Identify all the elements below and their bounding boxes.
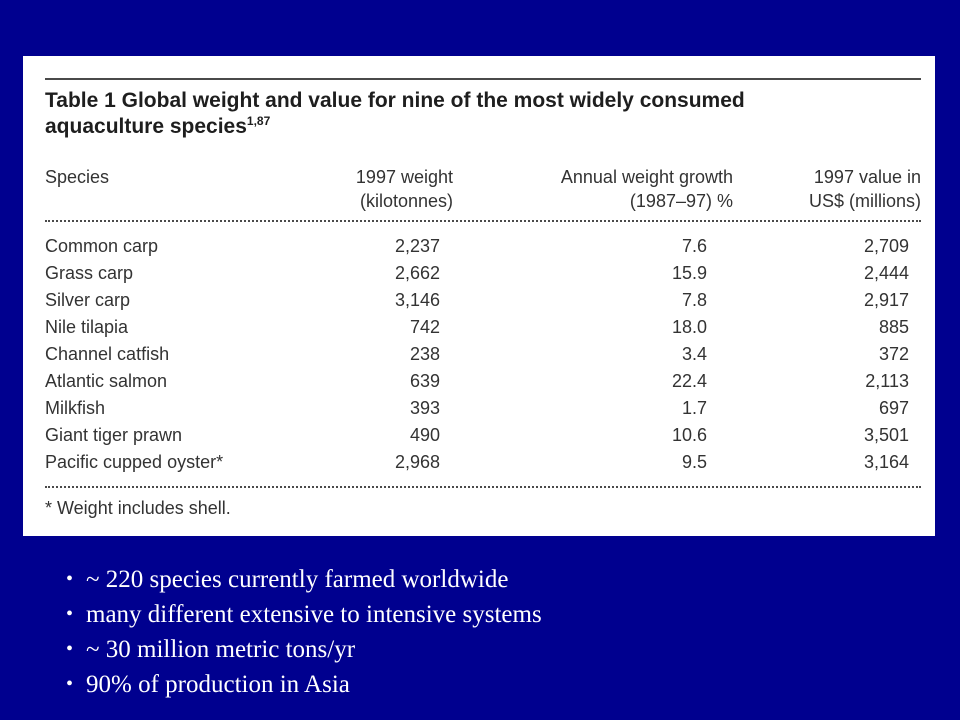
header-weight-line2: (kilotonnes) [359,191,453,211]
header-growth-line2: (1987–97) % [629,191,733,211]
cell-value: 3,164 [863,452,909,472]
cell-value: 697 [878,398,909,418]
table-row: Milkfish 393 1.7 697 [23,396,935,420]
table-row: Silver carp 3,146 7.8 2,917 [23,288,935,312]
footer-divider [45,486,921,488]
table-title-line2: aquaculture species [45,115,247,138]
bullet-item: 90% of production in Asia [66,667,542,702]
table-row: Pacific cupped oyster* 2,968 9.5 3,164 [23,450,935,474]
header-value-line2: US$ (millions) [808,191,921,211]
cell-growth: 10.6 [671,425,707,445]
cell-growth: 9.5 [681,452,707,472]
cell-growth: 7.8 [681,290,707,310]
cell-weight: 2,968 [394,452,440,472]
cell-species: Silver carp [45,290,131,310]
table-card: Table 1 Global weight and value for nine… [23,56,935,536]
cell-weight: 2,237 [394,236,440,256]
cell-weight: 490 [409,425,440,445]
cell-species: Pacific cupped oyster* [45,452,224,472]
cell-growth: 18.0 [671,317,707,337]
cell-weight: 393 [409,398,440,418]
cell-growth: 1.7 [681,398,707,418]
table-row: Atlantic salmon 639 22.4 2,113 [23,369,935,393]
cell-weight: 742 [409,317,440,337]
table-title: Table 1 Global weight and value for nine… [45,88,925,140]
cell-value: 2,709 [863,236,909,256]
header-value: 1997 value in US$ (millions) [753,165,921,213]
cell-species: Milkfish [45,398,106,418]
cell-value: 2,444 [863,263,909,283]
table-row: Common carp 2,237 7.6 2,709 [23,234,935,258]
cell-value: 3,501 [863,425,909,445]
cell-value: 2,113 [865,371,909,391]
table-row: Nile tilapia 742 18.0 885 [23,315,935,339]
table-title-line1: Table 1 Global weight and value for nine… [45,89,745,112]
header-growth-line1: Annual weight growth [560,167,733,187]
table-row: Giant tiger prawn 490 10.6 3,501 [23,423,935,447]
header-divider [45,220,921,222]
table-row: Grass carp 2,662 15.9 2,444 [23,261,935,285]
cell-growth: 22.4 [671,371,707,391]
cell-species: Channel catfish [45,344,170,364]
bullet-item: many different extensive to intensive sy… [66,597,542,632]
table-title-superscript: 1,87 [246,114,271,128]
header-weight: 1997 weight (kilotonnes) [313,165,453,213]
cell-weight: 238 [409,344,440,364]
cell-growth: 15.9 [671,263,707,283]
bullet-item: ~ 220 species currently farmed worldwide [66,562,542,597]
table-row: Channel catfish 238 3.4 372 [23,342,935,366]
cell-species: Common carp [45,236,159,256]
cell-species: Giant tiger prawn [45,425,183,445]
cell-value: 2,917 [863,290,909,310]
cell-value: 885 [878,317,909,337]
header-value-line1: 1997 value in [813,167,921,187]
top-rule [45,78,921,80]
cell-weight: 2,662 [394,263,440,283]
header-weight-line1: 1997 weight [355,167,453,187]
cell-species: Grass carp [45,263,134,283]
header-growth: Annual weight growth (1987–97) % [503,165,733,213]
cell-value: 372 [878,344,909,364]
cell-species: Nile tilapia [45,317,129,337]
bullet-item: ~ 30 million metric tons/yr [66,632,542,667]
table-footnote: * Weight includes shell. [45,498,231,518]
cell-growth: 7.6 [681,236,707,256]
cell-growth: 3.4 [681,344,707,364]
bullet-list: ~ 220 species currently farmed worldwide… [66,562,542,702]
cell-weight: 3,146 [394,290,440,310]
cell-weight: 639 [409,371,440,391]
cell-species: Atlantic salmon [45,371,168,391]
header-species: Species [45,167,110,187]
